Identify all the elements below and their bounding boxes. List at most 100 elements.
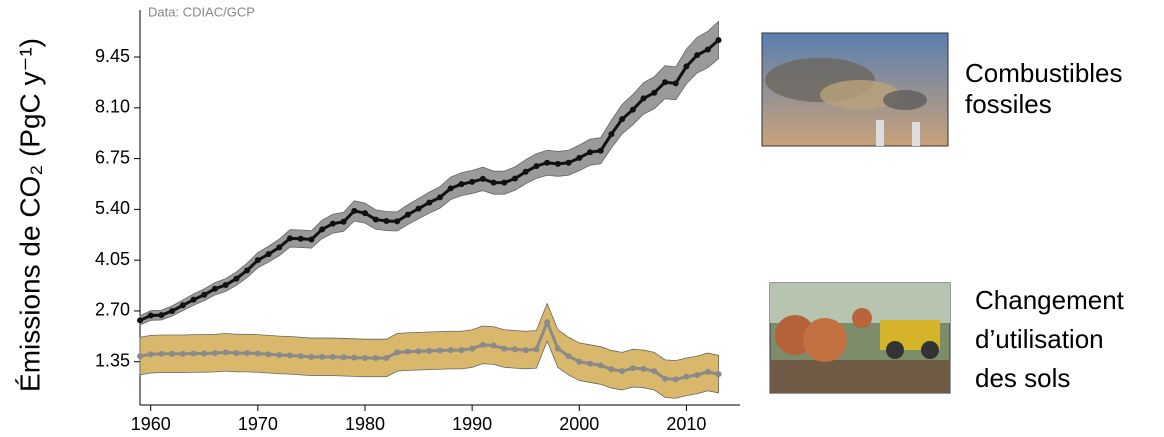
data-point <box>373 355 379 361</box>
data-point <box>683 374 689 380</box>
data-point <box>662 376 668 382</box>
data-point <box>191 350 197 356</box>
data-point <box>469 346 475 352</box>
data-point <box>651 90 657 96</box>
data-point <box>683 63 689 69</box>
data-point <box>566 353 572 359</box>
data-point <box>287 235 293 241</box>
data-point <box>212 286 218 292</box>
x-tick-label: 2000 <box>559 414 599 434</box>
x-tick-label: 1970 <box>238 414 278 434</box>
data-point <box>233 350 239 356</box>
data-point <box>351 208 357 214</box>
data-point <box>587 149 593 155</box>
data-point <box>458 181 464 187</box>
data-point <box>308 236 314 242</box>
data-point <box>158 351 164 357</box>
chart: Data: CDIAC/GCP Émissions de CO₂ (PgC y⁻… <box>0 0 1164 437</box>
x-tick-label: 1960 <box>131 414 171 434</box>
y-tick-label: 5.40 <box>95 198 130 218</box>
y-tick-label: 2.70 <box>95 300 130 320</box>
data-point <box>480 176 486 182</box>
data-point <box>201 292 207 298</box>
data-point <box>416 206 422 212</box>
data-point <box>630 107 636 113</box>
data-point <box>426 348 432 354</box>
data-point <box>405 349 411 355</box>
data-point <box>716 371 722 377</box>
data-point <box>619 116 625 122</box>
data-point <box>201 350 207 356</box>
data-point <box>662 79 668 85</box>
data-point <box>341 354 347 360</box>
data-point <box>223 349 229 355</box>
data-point <box>544 160 550 166</box>
data-point <box>651 368 657 374</box>
data-point <box>598 363 604 369</box>
data-point <box>148 312 154 318</box>
data-point <box>191 297 197 303</box>
y-axis-label: Émissions de CO₂ (PgC y⁻¹) <box>14 38 45 392</box>
data-point <box>448 185 454 191</box>
data-point <box>180 351 186 357</box>
data-point <box>480 342 486 348</box>
data-point <box>533 163 539 169</box>
data-point <box>491 180 497 186</box>
data-point <box>180 302 186 308</box>
y-tick-label: 1.35 <box>95 350 130 370</box>
data-point <box>287 352 293 358</box>
data-point <box>523 169 529 175</box>
data-point <box>619 368 625 374</box>
y-tick-label: 4.05 <box>95 249 130 269</box>
data-point <box>362 355 368 361</box>
data-point <box>383 355 389 361</box>
data-point <box>255 257 261 263</box>
data-point <box>544 319 550 325</box>
data-point <box>137 353 143 359</box>
data-point <box>266 251 272 257</box>
data-point <box>705 47 711 53</box>
data-point <box>491 343 497 349</box>
data-point <box>555 161 561 167</box>
data-point <box>362 210 368 216</box>
y-tick-label: 8.10 <box>95 97 130 117</box>
legend-label: fossiles <box>965 89 1052 119</box>
data-point <box>512 176 518 182</box>
data-point <box>298 353 304 359</box>
data-point <box>673 376 679 382</box>
data-point <box>501 346 507 352</box>
data-point <box>576 155 582 161</box>
uncertainty-band <box>140 21 719 324</box>
data-point <box>223 282 229 288</box>
data-point <box>266 351 272 357</box>
legend-label: Changement <box>975 285 1125 315</box>
data-point <box>276 244 282 250</box>
data-point <box>641 95 647 101</box>
data-point <box>169 308 175 314</box>
source: Data: CDIAC/GCP <box>148 4 255 19</box>
y-tick-label: 9.45 <box>95 46 130 66</box>
data-point <box>608 366 614 372</box>
data-point <box>148 351 154 357</box>
data-point <box>394 349 400 355</box>
data-point <box>641 366 647 372</box>
data-point <box>255 350 261 356</box>
data-point <box>137 317 143 323</box>
data-point <box>533 346 539 352</box>
data-point <box>705 369 711 375</box>
data-point <box>448 347 454 353</box>
data-point <box>576 359 582 365</box>
legend-label: Combustibles <box>965 58 1123 88</box>
data-point <box>458 347 464 353</box>
data-point <box>244 267 250 273</box>
data-point <box>319 226 325 232</box>
data-point <box>673 80 679 86</box>
data-point <box>169 351 175 357</box>
data-point <box>523 347 529 353</box>
data-point <box>608 131 614 137</box>
data-point <box>233 276 239 282</box>
x-tick-label: 1990 <box>452 414 492 434</box>
legend-label: d’utilisation <box>975 324 1104 354</box>
data-point <box>437 347 443 353</box>
photo-land-use <box>770 283 950 393</box>
